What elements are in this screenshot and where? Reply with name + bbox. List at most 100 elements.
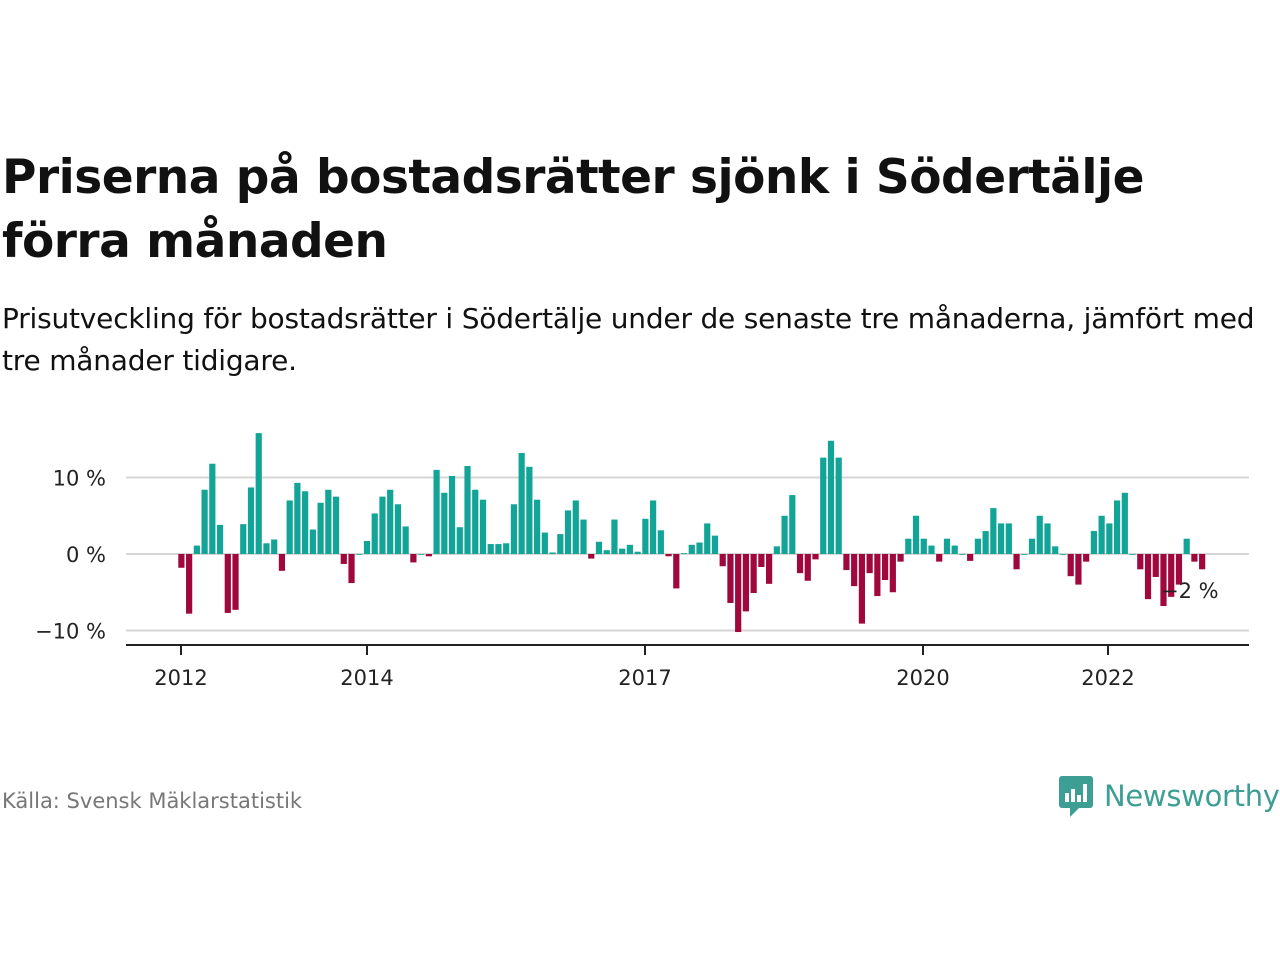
bar — [1021, 554, 1028, 555]
bar — [418, 554, 425, 555]
bar — [1036, 515, 1043, 554]
bar — [1052, 546, 1059, 554]
bar — [271, 539, 278, 555]
bar — [387, 489, 394, 554]
bar — [936, 554, 943, 562]
bar — [827, 440, 835, 554]
bar — [193, 545, 200, 554]
bar — [858, 554, 865, 624]
bar — [1005, 523, 1012, 554]
bar — [951, 545, 958, 554]
bar — [889, 554, 896, 593]
bar — [216, 524, 224, 554]
bar — [851, 554, 858, 587]
bar — [518, 453, 525, 554]
bar — [603, 550, 610, 555]
bar — [363, 541, 371, 555]
bar — [464, 466, 471, 554]
newsworthy-logo: Newsworthy — [1058, 772, 1280, 820]
bar — [588, 554, 595, 559]
bar — [634, 551, 641, 554]
bar — [982, 531, 989, 554]
bar — [402, 526, 409, 554]
bar — [564, 510, 572, 554]
bar — [619, 548, 626, 554]
source-note: Källa: Svensk Mäklarstatistik — [2, 789, 303, 813]
bar — [209, 463, 216, 554]
tick-labels: 10 % 0 % −10 % 2012 2014 2017 2020 2022 −2 % — [35, 467, 1219, 691]
bar — [510, 504, 518, 555]
bar — [425, 554, 432, 557]
bar — [371, 513, 378, 554]
axes — [126, 644, 1249, 655]
bar — [1028, 538, 1036, 554]
bars — [178, 433, 1206, 633]
bar — [1121, 492, 1128, 554]
bar — [278, 554, 286, 571]
bar — [688, 544, 695, 554]
y-tick-label: −10 % — [35, 620, 106, 644]
bar — [781, 515, 788, 554]
bar — [696, 542, 703, 555]
y-tick-label: 0 % — [66, 543, 106, 567]
bar — [1067, 554, 1074, 577]
bar — [1144, 554, 1152, 600]
bar — [1160, 554, 1167, 607]
bar — [263, 543, 270, 554]
bar — [340, 554, 347, 564]
bar — [766, 554, 773, 584]
bar — [302, 491, 309, 554]
bar — [1044, 523, 1051, 554]
bar — [959, 554, 966, 555]
bar — [920, 538, 927, 554]
bar — [657, 530, 664, 554]
bar — [410, 554, 417, 563]
x-tick-label: 2020 — [896, 666, 949, 690]
bar — [1183, 538, 1190, 554]
bar — [750, 554, 757, 594]
newsworthy-logo-text: Newsworthy — [1104, 779, 1280, 813]
bar — [557, 534, 564, 554]
bar — [1168, 554, 1175, 597]
bar — [897, 554, 904, 562]
bar — [224, 554, 231, 613]
bar — [804, 554, 811, 581]
bar — [1199, 554, 1206, 570]
bar — [240, 524, 247, 554]
bar — [332, 496, 340, 555]
bar — [356, 554, 363, 555]
bar — [642, 518, 649, 554]
bar — [905, 538, 912, 554]
newsworthy-logo-icon — [1059, 776, 1093, 817]
bar — [812, 554, 819, 560]
chart-title: Priserna på bostadsrätter sjönk i Södert… — [2, 150, 1145, 269]
x-tick-label: 2012 — [154, 666, 207, 690]
bar — [201, 489, 208, 554]
bar — [727, 554, 734, 603]
bar — [673, 554, 680, 589]
bar — [719, 554, 726, 567]
bar — [820, 457, 827, 554]
bar — [626, 544, 634, 554]
bar — [479, 499, 487, 554]
bar — [247, 487, 255, 554]
bar — [317, 502, 324, 555]
bar — [534, 499, 541, 554]
bar — [1175, 554, 1183, 585]
bar — [178, 554, 185, 568]
y-tick-label: 10 % — [53, 467, 106, 491]
bar — [309, 529, 316, 554]
bar — [611, 519, 618, 554]
bar — [186, 554, 193, 614]
bar — [680, 553, 688, 555]
bar — [379, 496, 386, 555]
last-value-annotation: −2 % — [1161, 579, 1219, 603]
bar — [1113, 500, 1121, 554]
bar — [526, 466, 533, 554]
bar — [580, 519, 587, 554]
bar — [789, 495, 796, 554]
bar — [472, 489, 479, 554]
bar — [1152, 554, 1159, 577]
bar — [1013, 554, 1020, 570]
bar — [1129, 554, 1136, 555]
